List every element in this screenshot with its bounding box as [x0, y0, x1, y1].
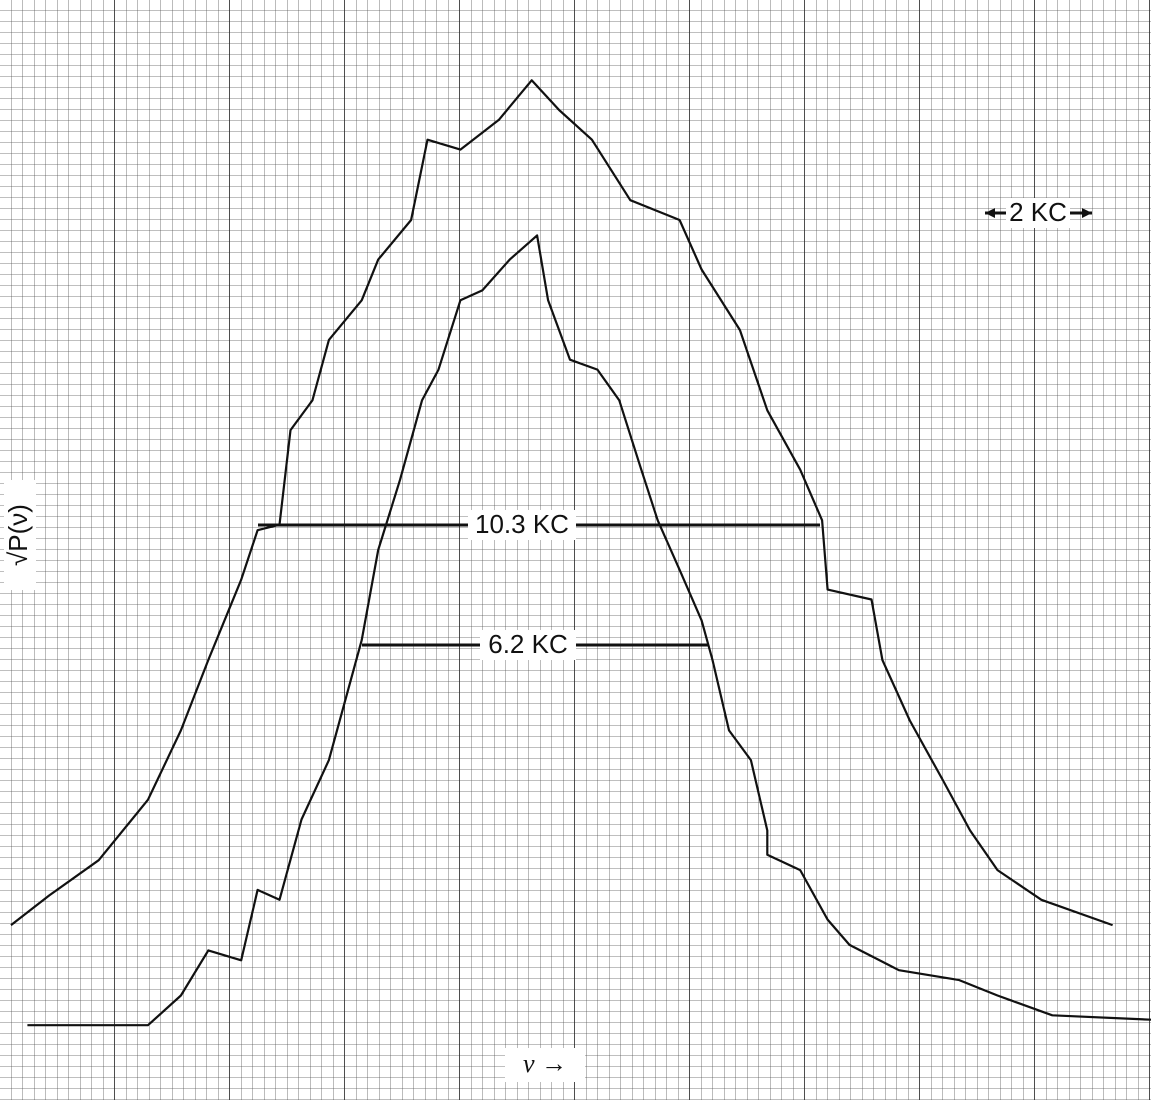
- trace: [10, 79, 1113, 927]
- label-bg: [4, 480, 36, 590]
- y-axis-label: √P(ν): [3, 504, 33, 566]
- trace: [27, 234, 1151, 1027]
- annotation: 2 KC: [1009, 197, 1067, 227]
- label-bg: [1006, 198, 1070, 228]
- traces: [10, 79, 1151, 1027]
- label-bg: [480, 630, 576, 660]
- annotation: 6.2 KC: [488, 629, 568, 659]
- label-bg: [468, 510, 576, 540]
- annotation: 10.3 KC: [475, 509, 569, 539]
- x-axis-label: ν →: [523, 1049, 567, 1078]
- label-bg: [505, 1048, 585, 1082]
